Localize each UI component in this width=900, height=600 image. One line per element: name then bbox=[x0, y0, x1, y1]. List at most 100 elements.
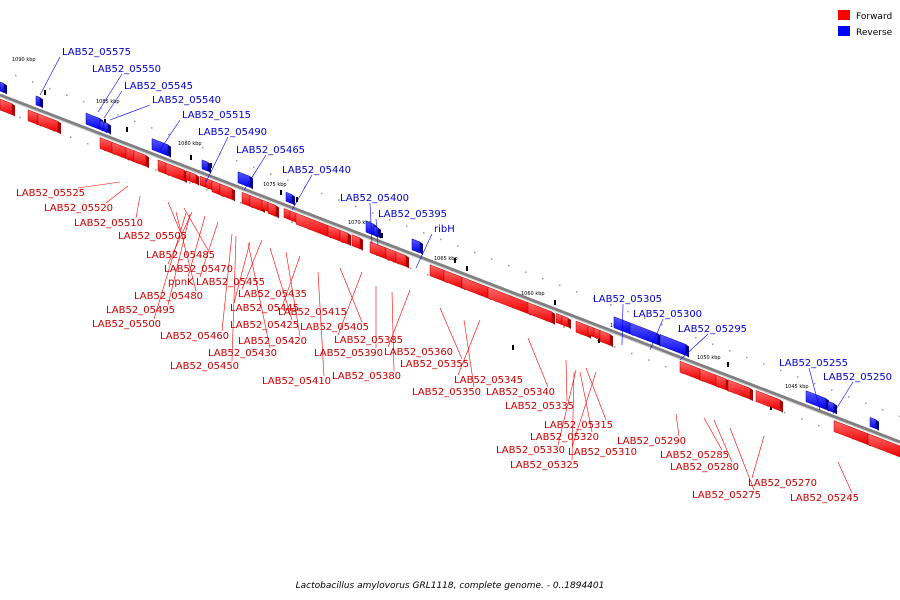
forward-gene-label: LAB52_05245 bbox=[790, 493, 859, 504]
legend: Forward Reverse bbox=[838, 10, 893, 38]
genome-track bbox=[0, 93, 900, 444]
leader-line bbox=[243, 154, 267, 191]
leader-line bbox=[77, 181, 121, 189]
legend-swatch-reverse bbox=[838, 26, 850, 36]
reverse-gene-label: LAB52_05545 bbox=[124, 81, 193, 92]
tick-label: 1070 kbp bbox=[348, 220, 372, 226]
forward-gene-label: LAB52_05450 bbox=[170, 361, 239, 372]
minor-tick bbox=[746, 356, 748, 359]
minor-tick bbox=[644, 317, 646, 319]
minor-tick bbox=[597, 339, 599, 342]
minor-tick bbox=[559, 284, 561, 287]
forward-gene-label: LAB52_05315 bbox=[544, 420, 613, 431]
reverse-gene-label: LAB52_05540 bbox=[152, 95, 221, 106]
tick-label: 1045 kbp bbox=[785, 384, 809, 390]
minor-tick bbox=[427, 274, 429, 276]
minor-tick bbox=[525, 271, 527, 273]
major-tick bbox=[104, 119, 106, 124]
leader-line bbox=[571, 371, 575, 461]
major-tick bbox=[381, 233, 383, 238]
minor-tick bbox=[797, 376, 799, 378]
leader-line bbox=[751, 435, 765, 479]
minor-tick bbox=[614, 346, 616, 348]
minor-tick bbox=[610, 304, 612, 306]
forward-gene-label: LAB52_05350 bbox=[412, 387, 481, 398]
minor-tick bbox=[818, 424, 820, 427]
minor-tick bbox=[563, 326, 565, 329]
legend-swatch-forward bbox=[838, 10, 850, 20]
reverse-gene bbox=[201, 159, 211, 174]
forward-gene bbox=[339, 229, 351, 247]
reverse-gene bbox=[35, 95, 43, 109]
minor-tick bbox=[406, 225, 408, 228]
forward-gene-label: LAB52_05430 bbox=[208, 348, 277, 359]
minor-tick bbox=[189, 182, 191, 184]
forward-gene-label: LAB52_05525 bbox=[16, 188, 85, 199]
minor-tick bbox=[304, 186, 306, 188]
forward-gene-label: LAB52_05290 bbox=[617, 436, 686, 447]
minor-tick bbox=[355, 205, 357, 208]
leader-line bbox=[837, 461, 853, 494]
minor-tick bbox=[151, 127, 153, 129]
reverse-gene bbox=[237, 171, 253, 190]
reverse-gene-label: LAB52_05255 bbox=[779, 358, 848, 369]
leader-line bbox=[729, 427, 755, 491]
leader-line bbox=[167, 201, 181, 232]
forward-gene-label: LAB52_05495 bbox=[106, 305, 175, 316]
major-tick bbox=[727, 362, 729, 367]
leader-line bbox=[369, 202, 373, 245]
minor-tick bbox=[270, 173, 272, 175]
minor-tick bbox=[155, 169, 157, 171]
reverse-gene bbox=[869, 417, 879, 431]
minor-tick bbox=[389, 218, 391, 221]
forward-gene-label: LAB52_05320 bbox=[530, 432, 599, 443]
minor-tick bbox=[321, 192, 323, 195]
leader-line bbox=[105, 185, 129, 204]
major-tick bbox=[512, 345, 514, 350]
minor-tick bbox=[49, 87, 51, 90]
forward-gene-label: LAB52_05335 bbox=[505, 401, 574, 412]
minor-tick bbox=[491, 258, 493, 260]
minor-tick bbox=[168, 133, 170, 136]
genome-track-shadow bbox=[0, 96, 900, 445]
forward-gene-label: LAB52_05510 bbox=[74, 218, 143, 229]
minor-tick bbox=[648, 359, 650, 361]
major-tick bbox=[554, 300, 556, 305]
forward-gene-label: LAB52_05345 bbox=[454, 375, 523, 386]
leader-line bbox=[103, 90, 123, 119]
forward-gene-label: LAB52_05330 bbox=[496, 445, 565, 456]
reverse-gene-label: LAB52_05550 bbox=[92, 64, 161, 75]
reverse-gene bbox=[827, 400, 837, 415]
leader-line bbox=[527, 337, 549, 388]
caption: Lactobacillus amylovorus GRL1118, comple… bbox=[296, 581, 605, 591]
forward-gene-label: LAB52_05390 bbox=[314, 348, 383, 359]
forward-gene-label: LAB52_05415 bbox=[278, 307, 347, 318]
leader-line bbox=[187, 215, 206, 278]
forward-gene-label: LAB52_05520 bbox=[44, 203, 113, 214]
forward-gene-label: LAB52_05485 bbox=[146, 250, 215, 261]
leader-line bbox=[679, 333, 709, 361]
minor-tick bbox=[631, 352, 633, 355]
forward-gene bbox=[727, 379, 753, 402]
minor-tick bbox=[236, 159, 238, 162]
reverse-gene-label: LAB52_05300 bbox=[633, 309, 702, 320]
reverse-gene bbox=[0, 81, 7, 95]
minor-tick bbox=[831, 389, 833, 391]
minor-tick bbox=[865, 402, 867, 405]
forward-gene-label: LAB52_05310 bbox=[568, 447, 637, 458]
major-tick bbox=[598, 338, 600, 343]
forward-gene-label: LAB52_05425 bbox=[230, 320, 299, 331]
forward-gene-label: LAB52_05455 bbox=[196, 277, 265, 288]
tick-label: 1060 kbp bbox=[521, 291, 545, 297]
leader-line bbox=[241, 239, 263, 290]
legend-label-reverse: Reverse bbox=[856, 28, 893, 38]
major-tick bbox=[44, 90, 46, 95]
forward-gene bbox=[37, 113, 61, 135]
forward-gene-label: LAB52_05340 bbox=[486, 387, 555, 398]
minor-tick bbox=[19, 116, 21, 119]
forward-gene-label: LAB52_05500 bbox=[92, 319, 161, 330]
leader-line bbox=[199, 221, 219, 278]
forward-gene-label: LAB52_05355 bbox=[400, 359, 469, 370]
